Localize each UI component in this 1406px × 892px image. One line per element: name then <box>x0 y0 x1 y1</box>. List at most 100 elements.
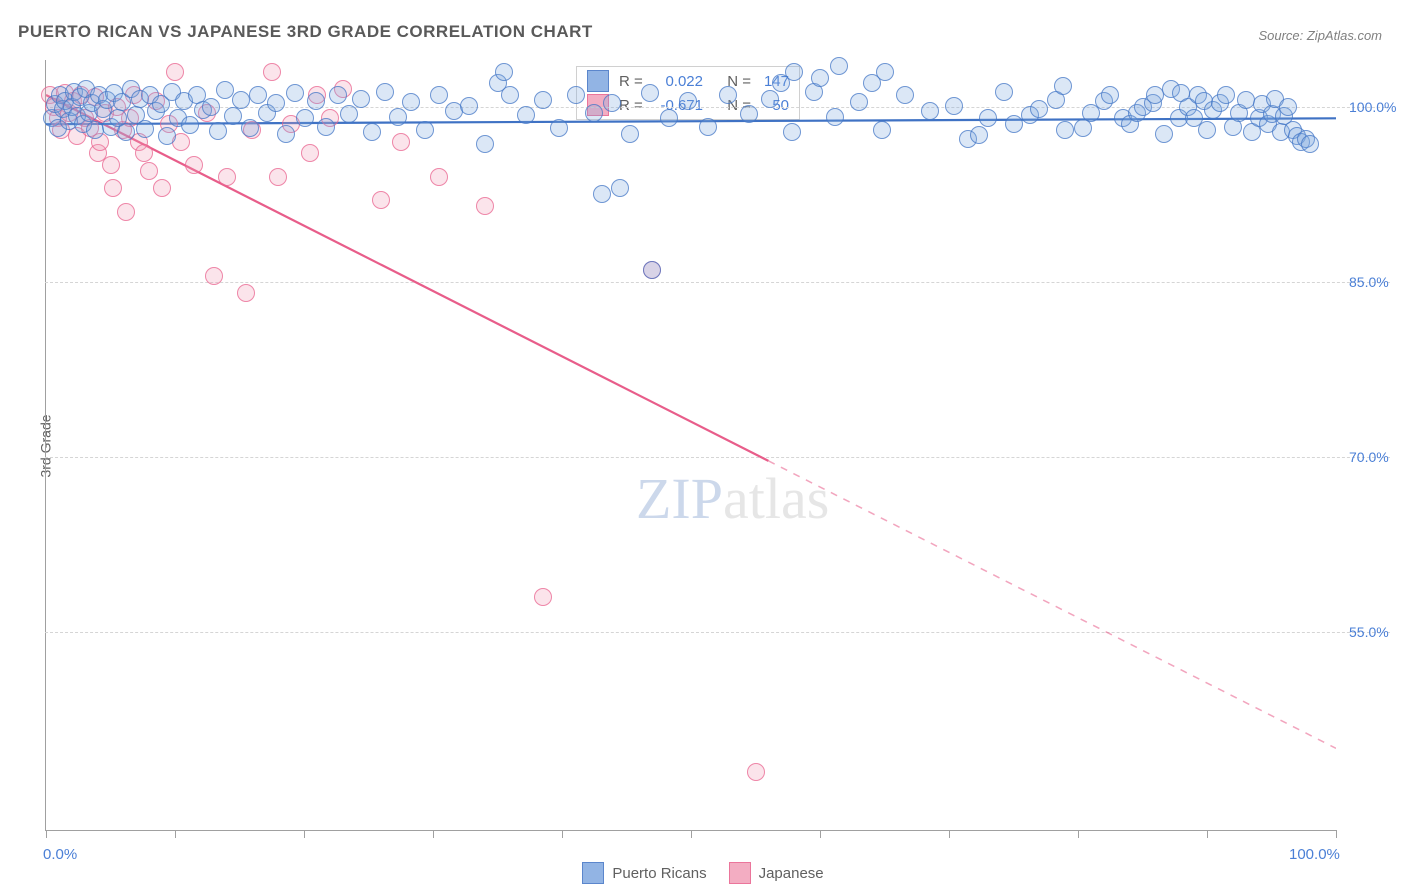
data-point-pr <box>1237 91 1255 109</box>
data-point-pr <box>641 84 659 102</box>
data-point-pr <box>136 120 154 138</box>
chart-title: PUERTO RICAN VS JAPANESE 3RD GRADE CORRE… <box>18 22 593 42</box>
data-point-pr <box>1101 86 1119 104</box>
data-point-jp <box>205 267 223 285</box>
data-point-pr <box>1005 115 1023 133</box>
data-point-pr <box>232 91 250 109</box>
x-tick <box>46 830 47 838</box>
data-point-pr <box>979 109 997 127</box>
x-tick <box>1207 830 1208 838</box>
data-point-pr <box>416 121 434 139</box>
data-point-pr <box>785 63 803 81</box>
legend-label-pr: Puerto Ricans <box>612 865 706 882</box>
data-point-pr <box>249 86 267 104</box>
x-tick <box>175 830 176 838</box>
data-point-pr <box>719 86 737 104</box>
x-tick <box>820 830 821 838</box>
data-point-pr <box>783 123 801 141</box>
data-point-pr <box>585 104 603 122</box>
data-point-pr <box>1217 86 1235 104</box>
data-point-jp <box>140 162 158 180</box>
data-point-pr <box>363 123 381 141</box>
data-point-pr <box>850 93 868 111</box>
data-point-pr <box>970 126 988 144</box>
x-tick <box>304 830 305 838</box>
legend-label-jp: Japanese <box>759 865 824 882</box>
data-point-jp <box>153 179 171 197</box>
data-point-pr <box>534 91 552 109</box>
watermark: ZIPatlas <box>636 465 829 532</box>
data-point-jp <box>135 144 153 162</box>
data-point-pr <box>1279 98 1297 116</box>
x-max-label: 100.0% <box>1289 846 1340 863</box>
data-point-pr <box>329 86 347 104</box>
data-point-pr <box>340 105 358 123</box>
data-point-pr <box>517 106 535 124</box>
source-label: Source: ZipAtlas.com <box>1258 28 1382 43</box>
data-point-pr <box>202 98 220 116</box>
data-point-pr <box>995 83 1013 101</box>
y-tick-label: 85.0% <box>1349 274 1389 290</box>
data-point-pr <box>1198 121 1216 139</box>
data-point-pr <box>1056 121 1074 139</box>
data-point-jp <box>185 156 203 174</box>
data-point-jp <box>269 168 287 186</box>
data-point-pr <box>1054 77 1072 95</box>
data-point-pr <box>567 86 585 104</box>
data-point-pr <box>811 69 829 87</box>
data-point-pr <box>296 109 314 127</box>
x-tick <box>562 830 563 838</box>
data-point-pr <box>1030 100 1048 118</box>
data-point-pr <box>826 108 844 126</box>
data-point-pr <box>603 94 621 112</box>
x-tick <box>433 830 434 838</box>
data-point-pr <box>402 93 420 111</box>
gridline <box>45 457 1390 458</box>
data-point-pr <box>643 261 661 279</box>
legend: Puerto Ricans Japanese <box>0 862 1406 884</box>
data-point-pr <box>267 94 285 112</box>
x-min-label: 0.0% <box>43 846 77 863</box>
data-point-jp <box>476 197 494 215</box>
x-tick <box>691 830 692 838</box>
data-point-pr <box>158 127 176 145</box>
data-point-jp <box>117 203 135 221</box>
data-point-pr <box>660 109 678 127</box>
data-point-jp <box>301 144 319 162</box>
scatter-plot: ZIPatlas R = 0.022 N = 147 R = -0.671 N … <box>45 60 1336 831</box>
data-point-pr <box>317 118 335 136</box>
gridline <box>45 282 1390 283</box>
data-point-pr <box>209 122 227 140</box>
data-point-pr <box>286 84 304 102</box>
legend-item-jp: Japanese <box>729 862 824 884</box>
data-point-pr <box>389 108 407 126</box>
data-point-pr <box>476 135 494 153</box>
data-point-pr <box>699 118 717 136</box>
data-point-jp <box>534 588 552 606</box>
data-point-pr <box>896 86 914 104</box>
gridline <box>45 632 1390 633</box>
data-point-jp <box>166 63 184 81</box>
trend-layer <box>46 60 1336 830</box>
legend-item-pr: Puerto Ricans <box>582 862 706 884</box>
x-tick <box>949 830 950 838</box>
data-point-pr <box>352 90 370 108</box>
data-point-jp <box>392 133 410 151</box>
legend-swatch-pr-icon <box>582 862 604 884</box>
data-point-pr <box>376 83 394 101</box>
data-point-jp <box>263 63 281 81</box>
data-point-jp <box>104 179 122 197</box>
data-point-jp <box>218 168 236 186</box>
data-point-pr <box>495 63 513 81</box>
data-point-pr <box>1301 135 1319 153</box>
data-point-pr <box>830 57 848 75</box>
data-point-pr <box>117 123 135 141</box>
data-point-pr <box>876 63 894 81</box>
data-point-pr <box>430 86 448 104</box>
data-point-pr <box>621 125 639 143</box>
data-point-pr <box>501 86 519 104</box>
data-point-pr <box>460 97 478 115</box>
legend-swatch-jp-icon <box>729 862 751 884</box>
y-tick-label: 70.0% <box>1349 449 1389 465</box>
y-tick-label: 55.0% <box>1349 624 1389 640</box>
